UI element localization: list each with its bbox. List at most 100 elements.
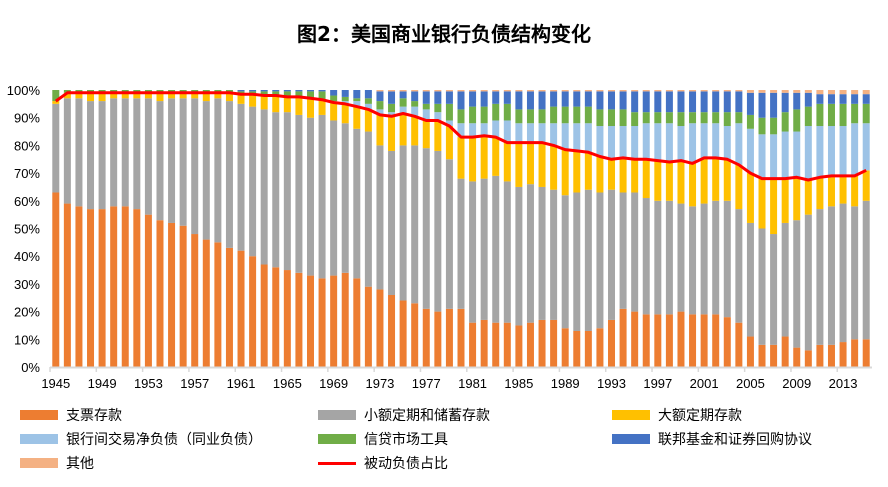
bar-segment-4 [469,106,477,124]
bar-segment-6 [793,90,801,93]
bar-segment-6 [573,90,581,92]
bar-segment-2 [168,92,176,99]
bar-segment-3 [445,120,453,127]
legend-line-swatch [318,461,356,465]
x-tick-label: 1969 [319,376,348,391]
bar-segment-5 [735,91,743,113]
chart-title: 图2：美国商业银行负债结构变化 [297,22,591,46]
bar-segment-1 [584,189,592,331]
bar-segment-4 [318,91,326,100]
bar-segment-0 [341,272,349,367]
bar-segment-1 [550,189,558,320]
bar-segment-2 [596,156,604,193]
bar-segment-2 [411,116,419,146]
bar-segment-1 [781,222,789,337]
bar-segment-6 [584,90,592,92]
x-tick-label: 1997 [643,376,672,391]
bar-segment-0 [700,314,708,367]
bar-segment-4 [700,112,708,124]
bar-segment-0 [550,319,558,367]
bar-segment-5 [839,94,847,104]
bar-segment-6 [445,90,453,92]
bar-segment-5 [283,90,291,92]
bar-segment-2 [851,175,859,207]
bar-segment-5 [804,92,812,107]
bar-segment-0 [573,330,581,367]
bar-segment-0 [168,222,176,367]
bar-segment-4 [596,109,604,127]
bar-segment-4 [503,103,511,121]
bar-segment-1 [654,200,662,315]
bar-segment-3 [561,123,569,150]
bar-segment-4 [758,117,766,135]
bar-segment-2 [677,160,685,204]
bar-segment-4 [665,112,673,124]
bar-segment-3 [654,123,662,161]
bar-segment-2 [156,92,164,102]
bar-segment-2 [75,92,83,99]
bar-segment-2 [376,114,384,146]
bar-segment-2 [584,152,592,190]
bar-segment-2 [214,92,222,99]
bar-segment-4 [364,98,372,104]
bar-segment-2 [133,92,141,99]
bar-segment-3 [538,123,546,143]
y-tick-label: 20% [14,305,40,320]
bar-segment-4 [631,112,639,127]
bar-segment-0 [214,242,222,367]
bar-segment-3 [411,106,419,117]
bar-segment-0 [781,336,789,367]
bar-segment-4 [376,101,384,110]
x-tick-label: 1961 [227,376,256,391]
bar-segment-2 [642,159,650,199]
bar-segment-6 [469,90,477,92]
bar-segment-2 [110,92,118,99]
bar-segment-6 [851,90,859,95]
bar-segment-2 [816,177,824,210]
bar-segment-2 [723,159,731,201]
bar-segment-3 [434,112,442,121]
bar-segment-1 [202,101,210,240]
bar-segment-6 [735,90,743,92]
bar-segment-5 [596,91,604,110]
bar-segment-2 [550,145,558,190]
bar-segment-2 [793,177,801,221]
bar-segment-3 [608,126,616,160]
bar-segment-6 [839,90,847,95]
bar-segment-2 [249,94,257,107]
bar-segment-2 [388,116,396,151]
bar-segment-2 [237,94,245,104]
bar-segment-4 [770,117,778,135]
bar-segment-1 [179,98,187,226]
bar-segment-0 [364,286,372,367]
x-tick-label: 1981 [458,376,487,391]
bar-segment-6 [561,90,569,92]
bar-segment-0 [665,314,673,367]
bar-segment-5 [619,91,627,110]
bar-segment-4 [434,103,442,113]
bar-segment-0 [642,314,650,367]
bar-segment-5 [723,91,731,113]
bar-segment-3 [492,120,500,138]
bar-segment-3 [422,109,430,121]
bar-segment-1 [121,98,129,207]
bar-segment-2 [260,95,268,110]
bar-segment-2 [121,92,129,99]
bar-segment-4 [735,112,743,124]
bar-segment-4 [526,109,534,124]
bar-segment-2 [561,149,569,196]
bar-segment-2 [341,103,349,124]
bar-segment-2 [98,92,106,102]
bar-segment-6 [422,90,430,92]
bar-segment-5 [550,91,558,107]
bar-segment-1 [133,98,141,210]
bar-segment-6 [816,90,824,95]
bar-segment-1 [156,101,164,221]
bar-segment-4 [260,91,268,96]
bar-segment-3 [457,123,465,138]
x-tick-label: 2009 [782,376,811,391]
bar-segment-1 [225,101,233,248]
bar-segment-5 [793,92,801,110]
bar-segment-4 [272,91,280,96]
bar-segment-0 [596,328,604,367]
